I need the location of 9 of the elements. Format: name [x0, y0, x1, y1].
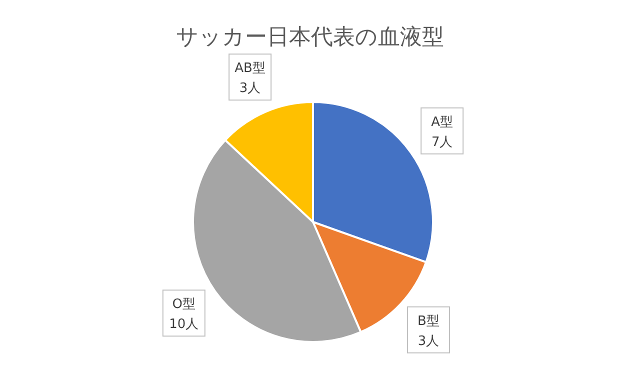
data-label: 7人 — [431, 134, 453, 150]
slice-label: B型 — [418, 314, 440, 329]
data-label: 10人 — [169, 317, 199, 332]
chart-title: サッカー日本代表の血液型 — [175, 24, 445, 52]
data-label: 3人 — [239, 81, 261, 96]
slice-label: A型 — [431, 114, 454, 130]
slice-label: AB型 — [234, 61, 266, 76]
data-label: 3人 — [418, 334, 440, 349]
slice-label: O型 — [172, 297, 196, 312]
